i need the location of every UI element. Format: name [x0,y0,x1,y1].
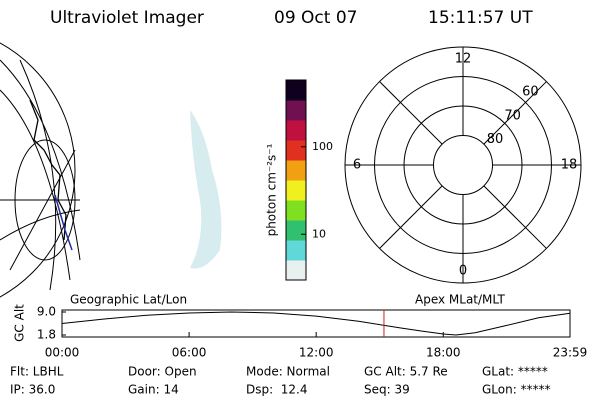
x-tick-label: 12:00 [299,346,334,360]
colorbar-frame [285,79,307,281]
timeline: 9.0 1.8 00:00 06:00 12:00 18:00 23:59 [37,305,587,360]
y-tick-label: 1.8 [37,328,56,342]
status-panel: Flt: LBHL IP: 36.0 Door: Open Gain: 14 Mode:… [10,365,551,397]
status-field: Seq: 39 [364,383,410,397]
lat-label: 80 [487,132,504,147]
mlt-label: 12 [455,52,472,67]
x-tick-label: 23:59 [553,346,588,360]
timeline-ylabel: GC Alt [13,304,27,342]
colorbar-segment [286,120,306,141]
time: 15:11:57 UT [428,8,533,28]
mlt-spoke [483,185,547,249]
title: Ultraviolet Imager [50,8,204,28]
mlt-spoke [483,81,547,145]
y-tick-label: 9.0 [37,305,56,319]
status-field: Mode: Normal [246,365,330,379]
date: 09 Oct 07 [274,8,357,28]
status-field: GLon: ***** [482,383,551,397]
altitude-line [61,311,571,336]
mlt-label: 6 [353,158,361,173]
colorbar-segment [286,100,306,121]
status-field: Dsp: 12.4 [246,383,308,397]
lat-label: 60 [522,85,539,100]
status-field: GC Alt: 5.7 Re [364,365,448,379]
status-field: Flt: LBHL [10,365,64,379]
left-label: Geographic Lat/Lon [70,293,187,307]
status-field: GLat: ***** [482,365,548,379]
globe [0,42,81,298]
colorbar-segment [286,180,306,201]
aurora-image [190,110,222,269]
mlt-label: 0 [459,264,467,279]
colorbar-segment [286,260,306,281]
status-field: IP: 36.0 [10,383,55,397]
lat-ring [433,135,493,195]
status-field: Door: Open [128,365,197,379]
mlt-spoke [379,81,443,145]
x-tick-label: 18:00 [426,346,461,360]
right-label: Apex MLat/MLT [415,293,505,307]
colorbar-label: photon cm⁻²s⁻¹ [265,143,279,236]
colorbar-segment [286,140,306,161]
status-field: Gain: 14 [128,383,179,397]
mlt-spoke [379,185,443,249]
colorbar: 10 100 [285,79,333,281]
x-tick-label: 06:00 [172,346,207,360]
colorbar-tick-label: 10 [312,227,326,240]
colorbar-tick-label: 100 [312,140,333,153]
mlt-label: 18 [561,158,578,173]
colorbar-segment [286,220,306,241]
colorbar-segment [286,80,306,101]
colorbar-segment [286,200,306,221]
colorbar-segment [286,160,306,181]
x-tick-label: 00:00 [45,346,80,360]
colorbar-segment [286,240,306,261]
